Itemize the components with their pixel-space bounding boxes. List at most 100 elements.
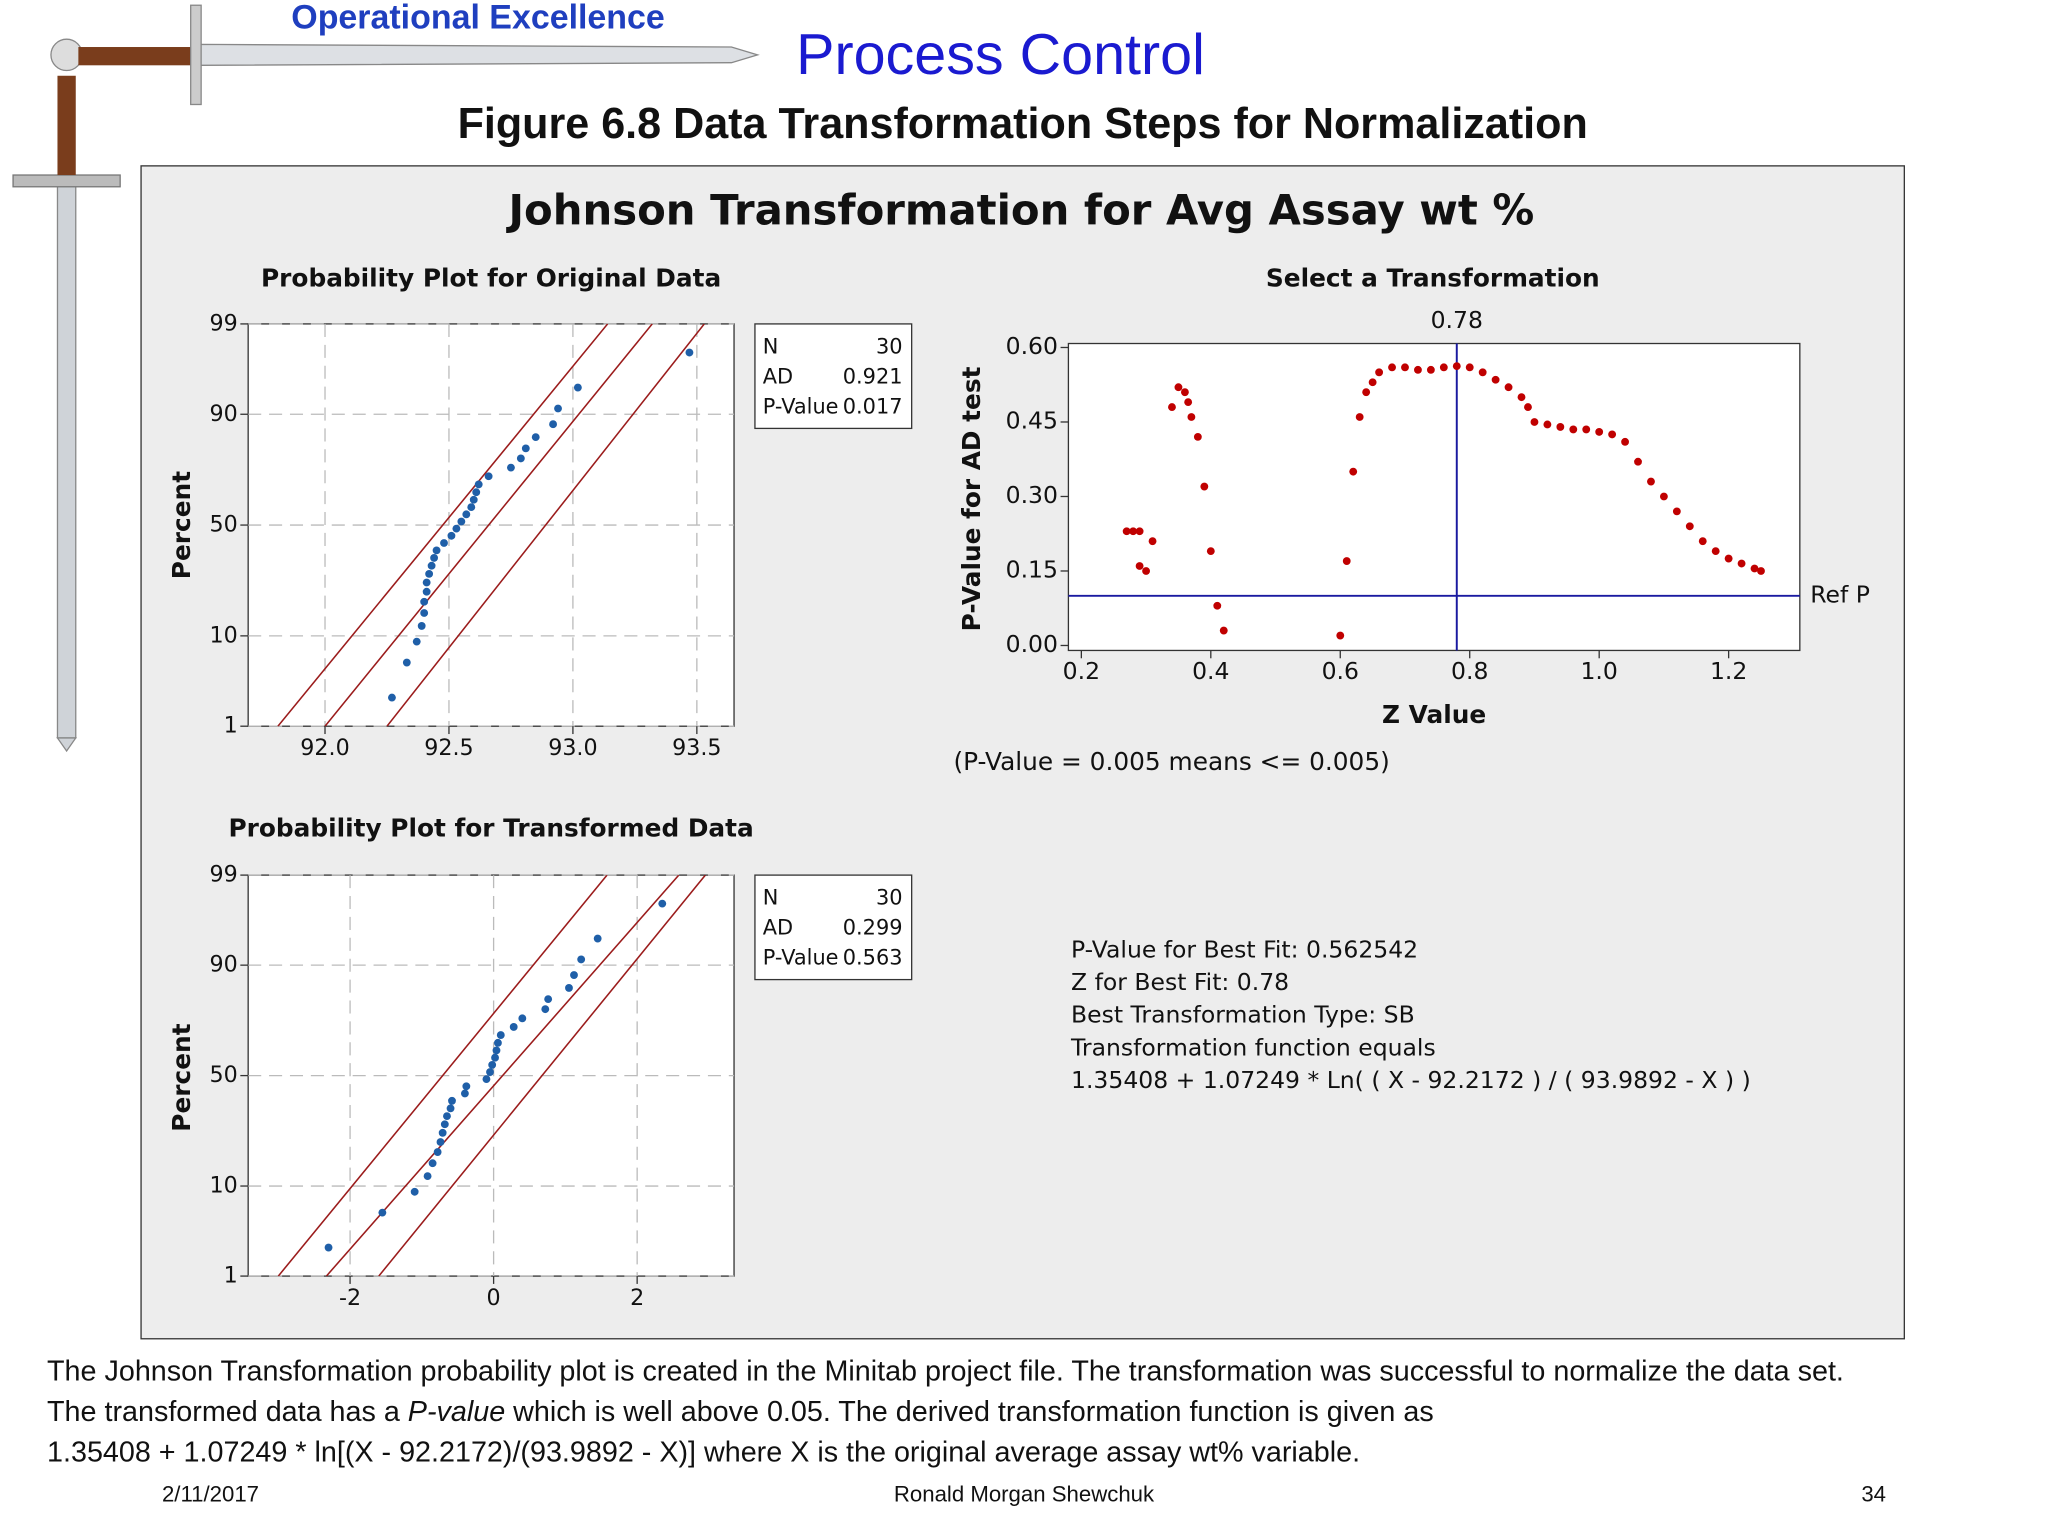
fit-summary-line: Z for Best Fit: 0.78 [1071,968,1289,996]
y-tick-label: 1 [224,1263,238,1289]
point [1187,413,1196,421]
point [492,1046,501,1055]
point [446,1104,455,1113]
point [412,637,421,646]
y-tick-label: 10 [209,622,237,648]
point [494,1038,502,1047]
point [1530,418,1539,426]
note: (P-Value = 0.005 means <= 0.005) [953,747,1389,776]
x-tick-label: 0.8 [1451,657,1488,685]
fit-line [277,323,609,727]
chart: Probability Plot for Original Data 1 10 50 9… [167,264,913,761]
point [1634,457,1642,466]
fit-line [378,875,706,1277]
stats-value: 30 [876,886,903,910]
point [1336,631,1345,640]
point [1724,554,1733,563]
point [430,553,439,562]
y-tick-label: 0.30 [1006,481,1058,509]
caption-part: The transformed data has a [47,1396,408,1428]
point [482,1075,491,1084]
x-tick-label: 92.0 [300,735,349,761]
fit-summary-line: Best Transformation Type: SB [1071,1001,1415,1029]
point [1582,425,1591,434]
x-tick-label: 1.0 [1580,657,1617,685]
date: 2/11/2017 [162,1481,259,1506]
point [509,1023,518,1031]
point [324,1243,333,1252]
point [565,984,573,992]
point [438,1128,447,1137]
fit-summary: P-Value for Best Fit: 0.562542 Z for Best… [1070,935,1751,1094]
fit-line [277,875,608,1277]
point [417,622,426,630]
point [1543,420,1552,429]
stats-value: 0.921 [843,364,903,388]
y-tick-label: 99 [209,310,237,336]
point [433,1148,442,1156]
y-tick-label: 90 [209,401,237,427]
point [488,1060,497,1069]
stats-value: 30 [876,334,903,358]
y-tick-label: 0.15 [1006,555,1058,583]
stats-label: N [763,886,779,910]
point [410,1187,419,1196]
point [1355,413,1364,421]
point [467,503,476,512]
point [549,420,557,429]
point [440,539,448,547]
point [1135,527,1144,536]
caption: 1.35408 + 1.07249 * ln[(X - 92.2172)/(93… [47,1436,1360,1468]
point [423,1172,432,1181]
point [577,955,586,964]
point [531,433,540,442]
point [1439,363,1448,372]
point [472,488,481,497]
stats-value: 0.017 [843,395,903,419]
point [1517,393,1526,402]
y-tick-label: 99 [209,862,237,888]
caption-part: which is well above 0.05. The derived tr… [505,1396,1434,1428]
point [1388,363,1396,372]
point [1213,601,1222,610]
stats-label: P-Value [763,946,839,970]
point [469,495,478,504]
y-tick-label: 90 [209,952,237,978]
plot-area [1067,342,1801,652]
point [1375,368,1384,377]
sword-icon [12,4,760,753]
x-tick-label: 0.6 [1322,657,1359,685]
x-tick-label: 93.0 [548,735,597,761]
point [544,995,553,1004]
point [1685,522,1694,531]
x-tick-label: 93.5 [672,735,721,761]
point [440,1120,449,1129]
author: Ronald Morgan Shewchuk [894,1481,1155,1506]
point [486,1068,494,1076]
point [1174,383,1183,392]
point [1206,547,1215,556]
point [1142,567,1151,575]
point [427,561,436,570]
point [1524,403,1532,412]
stats-box [754,323,913,430]
point [593,934,602,943]
point [1349,467,1358,476]
point [1504,383,1513,392]
x-tick-label: 0 [487,1285,501,1311]
point [554,404,562,413]
chart-title: Select a Transformation [1266,264,1600,293]
point [452,524,461,533]
best-z-label: 0.78 [1431,306,1483,334]
stats-box [754,874,913,981]
point [1184,398,1193,407]
point [1659,492,1668,501]
point [460,1089,469,1098]
point [1135,562,1144,570]
figure-title: Figure 6.8 Data Transformation Steps for… [458,100,1588,148]
stats-value: 0.563 [843,946,903,970]
fit-summary-line: 1.35408 + 1.07249 * Ln( ( X - 92.2172 ) … [1071,1066,1751,1094]
stats-label: AD [763,916,793,940]
point [443,1112,451,1121]
